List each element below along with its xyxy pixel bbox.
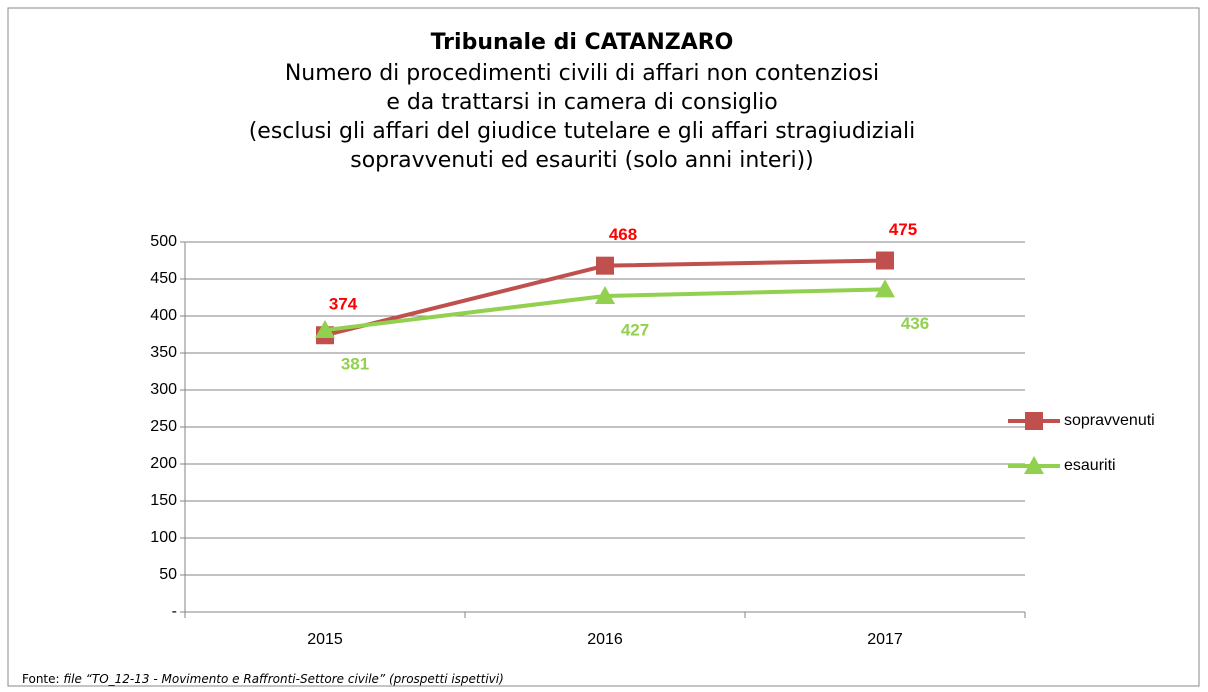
chart-subtitle: Numero di procedimenti civili di affari … (285, 61, 879, 86)
legend-label: sopravvenuti (1064, 412, 1155, 429)
chart-subtitle: e da trattarsi in camera di consiglio (386, 90, 777, 115)
y-tick-label: 500 (150, 233, 177, 250)
y-tick-label: 400 (150, 307, 177, 324)
data-label: 381 (341, 355, 369, 374)
y-tick-label: 100 (150, 529, 177, 546)
chart-subtitle: (esclusi gli affari del giudice tutelare… (249, 119, 916, 144)
source: Fonte: file “TO_12-13 - Movimento e Raff… (22, 672, 504, 686)
source-label: Fonte: (22, 672, 60, 686)
y-tick-label: 200 (150, 455, 177, 472)
y-tick-label: - (172, 603, 177, 620)
legend-label: esauriti (1064, 457, 1116, 474)
y-tick-label: 450 (150, 270, 177, 287)
data-label: 436 (901, 314, 929, 333)
legend-marker (1025, 412, 1043, 430)
data-label: 374 (329, 295, 358, 314)
legend-marker (1024, 456, 1044, 474)
chart-title: Tribunale di CATANZARO (431, 30, 734, 55)
data-label: 468 (609, 225, 637, 244)
y-tick-label: 150 (150, 492, 177, 509)
data-point (315, 320, 335, 339)
y-tick-label: 300 (150, 381, 177, 398)
x-tick-label: 2015 (307, 631, 343, 648)
data-point (595, 286, 615, 305)
y-tick-label: 250 (150, 418, 177, 435)
chart-subtitle: sopravvenuti ed esauriti (solo anni inte… (350, 148, 814, 173)
data-point (596, 256, 614, 275)
data-point (876, 251, 894, 270)
data-point (875, 279, 895, 298)
data-label: 475 (889, 220, 917, 239)
y-tick-label: 50 (159, 566, 177, 583)
source-text: file “TO_12-13 - Movimento e Raffronti-S… (63, 672, 503, 686)
y-tick-label: 350 (150, 344, 177, 361)
data-label: 427 (621, 321, 649, 340)
x-tick-label: 2017 (867, 631, 903, 648)
chart-border (7, 7, 1200, 687)
x-tick-label: 2016 (587, 631, 623, 648)
